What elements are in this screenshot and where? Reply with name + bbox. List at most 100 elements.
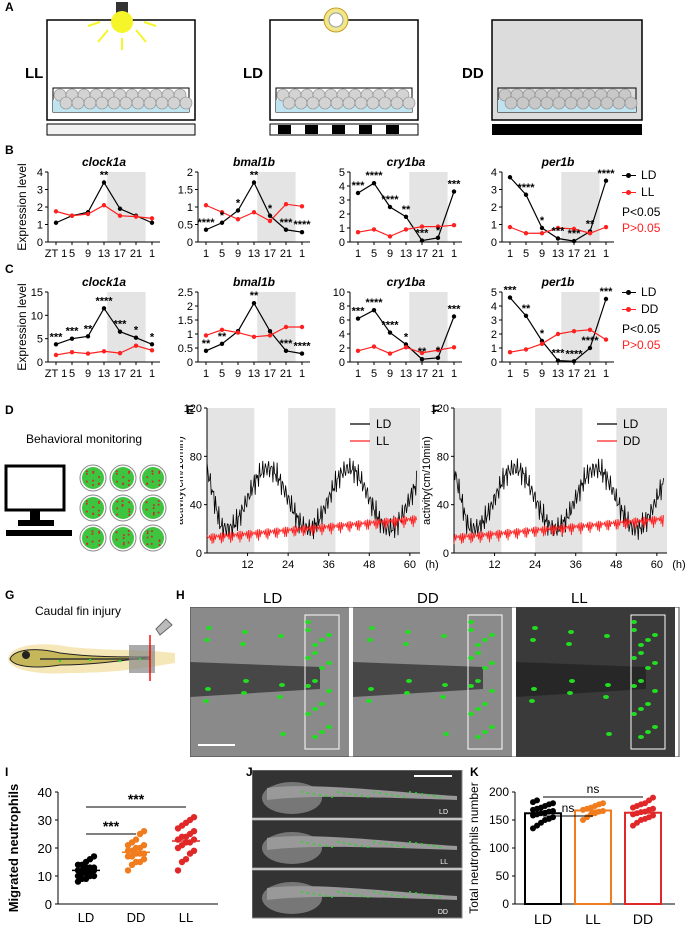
y-tick-label: 1	[339, 223, 345, 235]
x-tick-label: 17	[568, 368, 580, 380]
data-point-LD	[587, 345, 593, 351]
panel-label-j: J	[246, 765, 253, 779]
larva-dot	[127, 533, 130, 536]
neutrophil	[638, 707, 644, 711]
neutrophil	[385, 893, 387, 895]
data-point	[132, 836, 140, 843]
data-point-LD	[203, 227, 209, 232]
neutrophil	[391, 794, 393, 796]
embryo	[155, 96, 169, 110]
data-point-LD	[371, 308, 377, 313]
y-tick-label: 2	[491, 202, 497, 214]
data-point	[550, 800, 556, 807]
larva-dot	[86, 536, 89, 539]
y-tick-label: 150	[489, 813, 509, 827]
neutrophil	[489, 633, 495, 637]
neutrophil	[243, 679, 249, 683]
y-tick-label: 1	[491, 220, 497, 232]
y-tick-label: 0	[196, 548, 202, 560]
neutrophil	[468, 684, 474, 688]
larva-dot	[158, 539, 161, 542]
micrograph-0	[190, 607, 349, 757]
neutrophil	[326, 661, 332, 665]
neutrophil	[397, 795, 399, 797]
data-point-DD	[451, 345, 457, 350]
larva-dot	[150, 535, 153, 538]
legend-b: LD LL P<0.05 P>0.05	[622, 168, 684, 235]
neutrophil	[206, 626, 212, 630]
legend-label-DD: DD	[623, 434, 641, 448]
neutrophil	[379, 842, 381, 844]
larva-dot	[152, 507, 155, 510]
data-point-LD	[133, 335, 139, 340]
neutrophil	[361, 845, 363, 847]
notochord	[353, 662, 483, 697]
neutrophil	[367, 846, 369, 848]
panel-label-e: E	[186, 403, 195, 417]
y-tick-label: 120	[184, 403, 202, 415]
significance-mark: ****	[597, 168, 615, 180]
embryo	[107, 96, 121, 110]
chart-title: bmal1b	[233, 155, 275, 169]
significance-mark: **	[418, 346, 427, 358]
larva-dot	[150, 542, 153, 545]
larva-dot	[122, 543, 125, 546]
neutrophil	[645, 702, 651, 706]
significance-mark: ***	[504, 285, 518, 297]
larva-dot	[122, 482, 125, 485]
data-point	[190, 836, 198, 843]
larva-dot	[121, 503, 124, 506]
larva-dot	[146, 543, 149, 546]
significance-mark: **	[250, 170, 259, 182]
neutrophil	[240, 642, 246, 646]
legend-c: LD DD P<0.05 P>0.05	[622, 285, 684, 352]
series-line-DD	[453, 515, 665, 545]
neutrophil	[319, 730, 325, 734]
neutrophil	[379, 892, 381, 894]
condition-dd: DD	[462, 65, 484, 82]
neutrophil	[421, 793, 423, 795]
neutrophil	[343, 792, 345, 794]
data-point-LD	[355, 190, 361, 196]
condition-ll: LL	[25, 65, 44, 82]
data-point-LL	[387, 234, 393, 239]
data-point-LL	[299, 204, 305, 209]
larva-dot	[128, 508, 131, 511]
neutrophil	[397, 895, 399, 897]
data-point	[600, 800, 606, 807]
behavioral-monitoring-label: Behavioral monitoring	[26, 432, 143, 446]
y-tick-label: 1.5	[178, 185, 193, 197]
x-tick-label: 1	[203, 368, 209, 380]
data-point	[182, 856, 190, 863]
x-tick-label: 13	[552, 248, 564, 260]
significance-mark: **	[202, 338, 211, 350]
y-tick-label: 3	[491, 185, 497, 197]
h-label-ll: LL	[571, 590, 588, 607]
x-tick-label: 21	[584, 248, 596, 260]
larva-dot	[127, 484, 130, 486]
dark-period-bar	[386, 125, 399, 134]
y-axis-label: Expression level	[15, 163, 29, 250]
x-tick-label: 9	[387, 248, 393, 260]
y-tick-label: 2	[37, 202, 43, 214]
significance-mark: ****	[293, 219, 311, 231]
y-tick-label: 4	[491, 301, 497, 313]
x-tick-label: 9	[85, 368, 91, 380]
y-tick-label: 0	[339, 357, 345, 369]
neutrophil	[301, 841, 303, 843]
neutrophil	[489, 661, 495, 665]
neutrophil	[305, 656, 311, 660]
data-point-LD	[117, 206, 123, 211]
neutrophil	[325, 795, 327, 797]
neutrophil	[366, 699, 372, 703]
neutrophil	[349, 843, 351, 845]
data-point	[124, 867, 132, 874]
neutrophil	[415, 892, 417, 894]
panel-label-i: I	[5, 765, 9, 779]
x-tick-label: 60	[404, 559, 416, 571]
embryo	[318, 96, 332, 110]
data-point-LD	[435, 355, 441, 360]
y-tick-label: 40	[437, 500, 449, 512]
significance-mark: ***	[352, 180, 366, 192]
